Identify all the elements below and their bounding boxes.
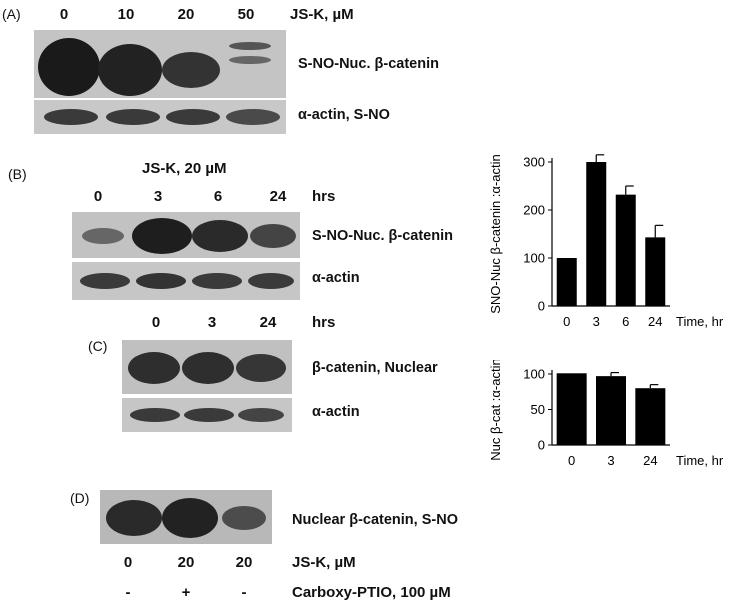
lane-label: 20	[177, 6, 195, 23]
panel-a-label: (A)	[2, 6, 21, 22]
x-axis-title: Time, hr	[676, 453, 724, 468]
lane-label: 0	[151, 314, 161, 331]
y-tick-label: 200	[523, 203, 545, 218]
lane-label: +	[181, 584, 191, 601]
lane-label: 3	[207, 314, 217, 331]
blot-b-snoc	[72, 212, 300, 258]
blot-label: S-NO-Nuc. β-catenin	[298, 56, 439, 72]
blot-c-bcat	[122, 340, 292, 394]
bar	[635, 388, 666, 445]
blot-band	[106, 109, 160, 125]
x-tick-label: 24	[648, 314, 662, 329]
blot-band	[82, 228, 124, 244]
y-tick-label: 50	[531, 402, 545, 417]
blot-band	[229, 42, 271, 50]
blot-d	[100, 490, 272, 544]
bar	[586, 162, 607, 306]
lane-label: 0	[93, 188, 103, 205]
blot-band	[192, 220, 248, 252]
bar	[556, 373, 587, 445]
blot-band	[44, 109, 98, 125]
y-axis-title: SNO-Nuc β-catenin :α-actin	[488, 154, 503, 314]
x-tick-label: 6	[622, 314, 629, 329]
y-tick-label: 0	[538, 299, 545, 314]
x-tick-label: 3	[607, 453, 614, 468]
panel-c-label: (C)	[88, 338, 108, 354]
blot-label: β-catenin, Nuclear	[312, 360, 438, 376]
x-tick-label: 24	[643, 453, 657, 468]
blot-band	[182, 352, 234, 384]
blot-band	[132, 218, 192, 254]
lane-label: 0	[123, 554, 133, 571]
unit-label: hrs	[312, 188, 336, 205]
bar	[556, 258, 577, 306]
blot-band	[128, 352, 180, 384]
y-axis-title: Nuc β-cat :α-actin	[488, 360, 503, 461]
y-tick-label: 100	[523, 367, 545, 382]
lane-label: -	[125, 584, 131, 601]
panel-b-label: (B)	[8, 166, 27, 182]
lane-label: 20	[177, 554, 195, 571]
blot-band	[226, 109, 280, 125]
blot-a-snoc	[34, 30, 286, 98]
bar	[596, 376, 626, 445]
blot-band	[250, 224, 296, 248]
lane-label: 10	[117, 6, 135, 23]
blot-band	[184, 408, 234, 422]
x-axis-title: Time, hr	[676, 314, 724, 329]
lane-label: 50	[237, 6, 255, 23]
blot-band	[162, 52, 220, 88]
lane-label: 24	[259, 314, 277, 331]
y-tick-label: 300	[523, 155, 545, 170]
lane-label: 3	[153, 188, 163, 205]
blot-band	[162, 498, 218, 538]
blot-band	[192, 273, 242, 289]
blot-b-actin	[72, 262, 300, 300]
blot-band	[98, 44, 162, 96]
blot-band	[238, 408, 284, 422]
x-tick-label: 0	[563, 314, 570, 329]
blot-label: α-actin, S-NO	[298, 107, 390, 123]
bar-chart-sno-time: 0 100 200 300 0 3 6 24 Time, hr SNO-Nuc β-catenin…	[488, 154, 724, 329]
blot-label: S-NO-Nuc. β-catenin	[312, 228, 453, 244]
blot-band	[222, 506, 266, 530]
y-tick-label: 100	[523, 251, 545, 266]
lane-label: 24	[269, 188, 287, 205]
blot-band	[106, 500, 162, 536]
treatment-label: JS-K, 20 µM	[142, 160, 227, 177]
x-tick-label: 3	[593, 314, 600, 329]
blot-band	[80, 273, 130, 289]
bar-chart-nuc-bcat: 0 50 100 0 3 24 Time, hr Nuc β-cat :α-actin	[488, 360, 724, 468]
lane-label: 20	[235, 554, 253, 571]
blot-label: α-actin	[312, 270, 360, 286]
treatment-label: JS-K, µM	[290, 6, 354, 23]
blot-a-actin	[34, 100, 286, 134]
unit-label: hrs	[312, 314, 336, 331]
lane-label: 6	[213, 188, 223, 205]
x-tick-label: 0	[568, 453, 575, 468]
blot-band	[248, 273, 294, 289]
blot-label: α-actin	[312, 404, 360, 420]
bar	[615, 194, 636, 306]
blot-band	[38, 38, 100, 96]
treatment-label: JS-K, µM	[292, 554, 356, 571]
blot-c-actin	[122, 398, 292, 432]
blot-band	[130, 408, 180, 422]
treatment-label: Carboxy-PTIO, 100 µM	[292, 584, 451, 601]
blot-label: Nuclear β-catenin, S-NO	[292, 512, 458, 528]
lane-label: -	[241, 584, 247, 601]
blot-band	[236, 354, 286, 382]
blot-band	[136, 273, 186, 289]
blot-band	[229, 56, 271, 64]
bar	[645, 237, 666, 306]
blot-band	[166, 109, 220, 125]
y-tick-label: 0	[538, 438, 545, 453]
lane-label: 0	[59, 6, 69, 23]
panel-d-label: (D)	[70, 490, 90, 506]
